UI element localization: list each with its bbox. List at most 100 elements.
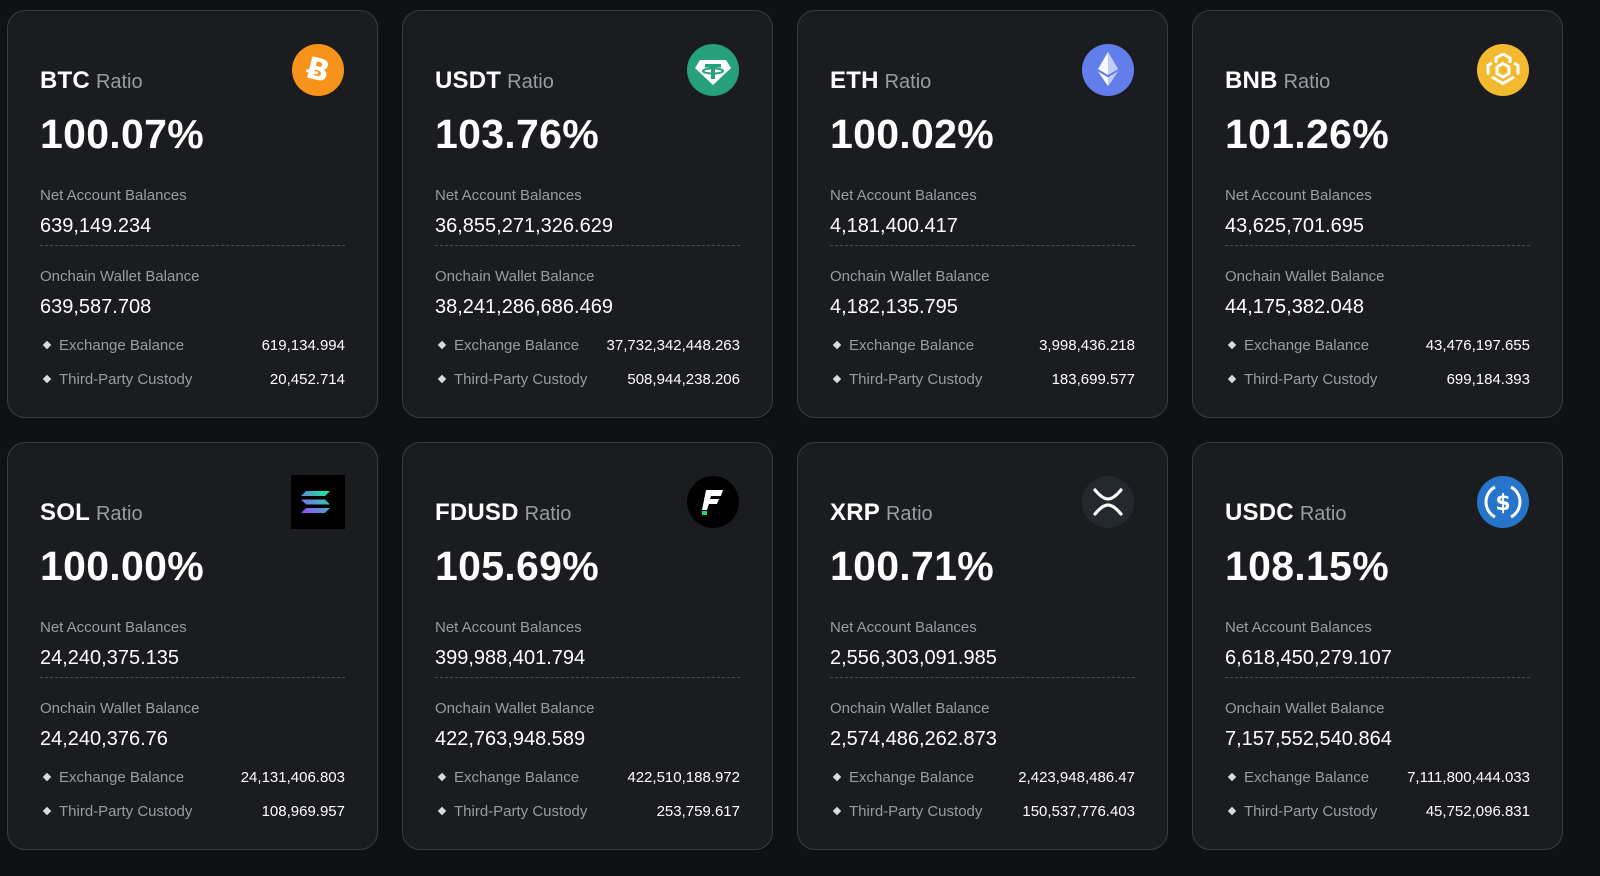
coin-symbol: ETH bbox=[830, 67, 879, 94]
exchange-balance-value: 37,732,342,448.263 bbox=[606, 336, 740, 354]
custody-label: Third-Party Custody bbox=[1244, 370, 1378, 388]
bullet-icon bbox=[1227, 772, 1237, 782]
exchange-balance-label: Exchange Balance bbox=[59, 336, 185, 354]
net-account-value: 36,855,271,326.629 bbox=[435, 215, 613, 237]
custody-label: Third-Party Custody bbox=[849, 802, 983, 820]
divider bbox=[830, 245, 1135, 246]
net-account-value: 24,240,375.135 bbox=[40, 647, 180, 669]
onchain-label: Onchain Wallet Balance bbox=[830, 268, 990, 285]
coin-card-eth: ETH Ratio 100.02% Net Account Balances 4… bbox=[797, 10, 1168, 418]
bullet-icon bbox=[1227, 340, 1237, 350]
custody-row: Third-Party Custody 699,184.393 bbox=[1225, 369, 1530, 389]
net-account-label: Net Account Balances bbox=[40, 187, 187, 204]
custody-label: Third-Party Custody bbox=[849, 370, 983, 388]
coin-symbol: BTC bbox=[40, 67, 90, 94]
solana-icon bbox=[291, 475, 345, 529]
bullet-icon bbox=[1227, 374, 1237, 384]
onchain-value: 2,574,486,262.873 bbox=[830, 728, 997, 750]
onchain-value: 4,182,135.795 bbox=[830, 296, 958, 318]
bullet-icon bbox=[1227, 806, 1237, 816]
svg-text:$: $ bbox=[1495, 491, 1510, 516]
divider bbox=[435, 245, 740, 246]
ratio-label: Ratio bbox=[95, 71, 143, 93]
onchain-value: 44,175,382.048 bbox=[1225, 296, 1365, 318]
exchange-balance-row: Exchange Balance 422,510,188.972 bbox=[435, 767, 740, 787]
net-account-value: 639,149.234 bbox=[40, 215, 152, 237]
ratio-label: Ratio bbox=[1283, 71, 1331, 93]
ratio-value: 100.07% bbox=[40, 111, 204, 157]
coin-card-xrp: XRP Ratio 100.71% Net Account Balances 2… bbox=[797, 442, 1168, 850]
exchange-balance-label: Exchange Balance bbox=[849, 336, 975, 354]
ratio-value: 100.71% bbox=[830, 543, 994, 589]
divider bbox=[40, 245, 345, 246]
exchange-balance-label: Exchange Balance bbox=[454, 336, 580, 354]
coin-symbol: SOL bbox=[40, 499, 90, 526]
ratio-value: 105.69% bbox=[435, 543, 599, 589]
exchange-balance-label: Exchange Balance bbox=[1244, 336, 1370, 354]
net-account-value: 4,181,400.417 bbox=[830, 215, 958, 237]
custody-value: 45,752,096.831 bbox=[1425, 802, 1530, 820]
exchange-balance-label: Exchange Balance bbox=[849, 768, 975, 786]
custody-value: 699,184.393 bbox=[1446, 370, 1530, 388]
bullet-icon bbox=[437, 806, 447, 816]
exchange-balance-label: Exchange Balance bbox=[454, 768, 580, 786]
ratio-label: Ratio bbox=[95, 503, 143, 525]
coin-card-usdc: USDC Ratio $ 108.15% Net Account Balance… bbox=[1192, 442, 1563, 850]
coin-symbol: USDT bbox=[435, 67, 502, 94]
ratio-label: Ratio bbox=[884, 71, 932, 93]
custody-value: 508,944,238.206 bbox=[627, 370, 740, 388]
bullet-icon bbox=[42, 772, 52, 782]
ratio-value: 100.02% bbox=[830, 111, 994, 157]
ratio-label: Ratio bbox=[1299, 503, 1347, 525]
exchange-balance-label: Exchange Balance bbox=[59, 768, 185, 786]
coin-symbol: FDUSD bbox=[435, 499, 519, 526]
custody-row: Third-Party Custody 20,452.714 bbox=[40, 369, 345, 389]
onchain-label: Onchain Wallet Balance bbox=[435, 268, 595, 285]
card-header: FDUSD Ratio bbox=[435, 499, 571, 527]
bullet-icon bbox=[832, 806, 842, 816]
exchange-balance-value: 422,510,188.972 bbox=[627, 768, 740, 786]
coin-card-usdt: USDT Ratio 103.76% Net Account Balances … bbox=[402, 10, 773, 418]
onchain-value: 24,240,376.76 bbox=[40, 728, 168, 750]
onchain-label: Onchain Wallet Balance bbox=[1225, 700, 1385, 717]
bitcoin-icon: Ƀ bbox=[291, 43, 345, 97]
card-header: XRP Ratio bbox=[830, 499, 933, 527]
exchange-balance-value: 619,134.994 bbox=[261, 336, 345, 354]
net-account-label: Net Account Balances bbox=[435, 619, 582, 636]
exchange-balance-label: Exchange Balance bbox=[1244, 768, 1370, 786]
onchain-value: 639,587.708 bbox=[40, 296, 152, 318]
onchain-value: 422,763,948.589 bbox=[435, 728, 586, 750]
custody-value: 253,759.617 bbox=[656, 802, 740, 820]
exchange-balance-row: Exchange Balance 2,423,948,486.47 bbox=[830, 767, 1135, 787]
net-account-label: Net Account Balances bbox=[830, 619, 977, 636]
net-account-value: 6,618,450,279.107 bbox=[1225, 647, 1392, 669]
bullet-icon bbox=[832, 340, 842, 350]
exchange-balance-row: Exchange Balance 7,111,800,444.033 bbox=[1225, 767, 1530, 787]
custody-row: Third-Party Custody 45,752,096.831 bbox=[1225, 801, 1530, 821]
coin-symbol: BNB bbox=[1225, 67, 1278, 94]
custody-value: 108,969.957 bbox=[261, 802, 345, 820]
divider bbox=[830, 677, 1135, 678]
card-header: USDC Ratio bbox=[1225, 499, 1347, 527]
custody-row: Third-Party Custody 508,944,238.206 bbox=[435, 369, 740, 389]
custody-label: Third-Party Custody bbox=[59, 802, 193, 820]
net-account-label: Net Account Balances bbox=[1225, 187, 1372, 204]
custody-row: Third-Party Custody 183,699.577 bbox=[830, 369, 1135, 389]
net-account-value: 43,625,701.695 bbox=[1225, 215, 1365, 237]
exchange-balance-value: 24,131,406.803 bbox=[240, 768, 345, 786]
ratio-label: Ratio bbox=[524, 503, 572, 525]
onchain-value: 7,157,552,540.864 bbox=[1225, 728, 1392, 750]
custody-value: 150,537,776.403 bbox=[1022, 802, 1135, 820]
ratio-label: Ratio bbox=[507, 71, 554, 93]
custody-label: Third-Party Custody bbox=[454, 370, 588, 388]
bullet-icon bbox=[42, 374, 52, 384]
onchain-label: Onchain Wallet Balance bbox=[830, 700, 990, 717]
coin-card-btc: BTC Ratio Ƀ 100.07% Net Account Balances… bbox=[7, 10, 378, 418]
fdusd-icon bbox=[686, 475, 740, 529]
custody-value: 183,699.577 bbox=[1051, 370, 1135, 388]
custody-label: Third-Party Custody bbox=[1244, 802, 1378, 820]
net-account-label: Net Account Balances bbox=[435, 187, 582, 204]
coin-card-fdusd: FDUSD Ratio 105.69% Net Account Balances… bbox=[402, 442, 773, 850]
coin-symbol: USDC bbox=[1225, 499, 1294, 526]
card-header: SOL Ratio bbox=[40, 499, 143, 527]
